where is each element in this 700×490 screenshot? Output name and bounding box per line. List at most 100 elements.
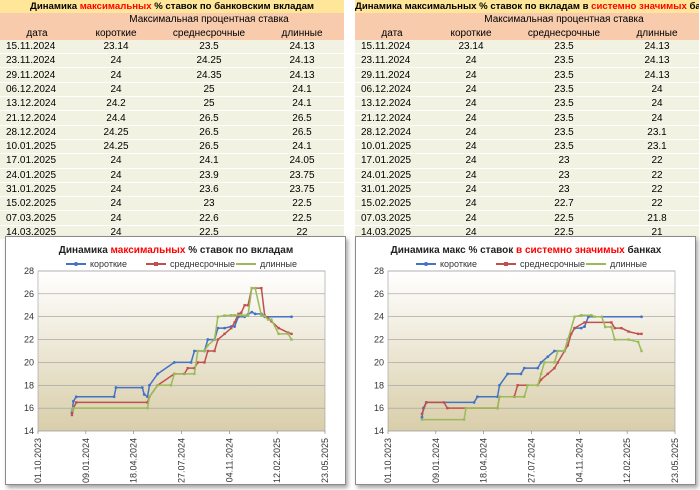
data-point [640,332,643,336]
plot-area [37,270,326,432]
cell-short: 24 [429,67,513,83]
cell-mid: 22.6 [158,210,260,226]
cell-date: 10.01.2025 [0,139,74,155]
data-point [579,326,583,330]
table-row: 29.11.2024 24 24.35 24.13 [0,67,345,83]
cell-long: 26.5 [260,110,345,126]
data-point [263,314,266,318]
cell-short: 24 [429,125,513,140]
y-tick-label: 22 [374,335,384,345]
cell-date: 21.12.2024 [0,110,74,126]
data-point [243,314,246,317]
cell-date: 24.01.2025 [0,168,74,183]
data-point [70,409,74,412]
data-point [464,406,468,410]
data-point [590,314,593,317]
col-header-long: длинные [615,26,700,40]
cell-mid: 24.35 [158,67,260,83]
cell-long: 22.5 [260,210,345,226]
cell-long: 24.13 [260,67,345,83]
cell-mid: 23 [513,153,615,169]
cell-mid: 23.5 [513,82,615,98]
y-tick-label: 20 [374,357,384,367]
data-point [610,321,613,324]
data-point [543,361,546,364]
data-point [536,366,540,370]
cell-date: 15.02.2025 [0,196,74,212]
data-point [539,361,543,364]
cell-mid: 23.6 [158,182,260,198]
y-tick-label: 26 [374,289,384,299]
data-point [286,332,290,336]
x-tick-label: 12.02.2025 [272,438,282,483]
data-point [290,315,293,319]
data-point [420,418,424,421]
data-point [206,349,210,353]
data-point [553,349,556,353]
data-point [442,401,446,404]
data-point [196,361,199,364]
col-header-long: длинные [260,26,345,40]
data-point [546,355,550,359]
cell-date: 17.01.2025 [0,153,74,169]
col-header-date: дата [355,26,429,40]
cell-short: 24 [74,53,158,69]
cell-long: 22 [615,196,700,212]
data-point [610,325,613,329]
cell-mid: 23.5 [513,39,615,55]
data-point [146,401,149,404]
cell-date: 24.01.2025 [355,168,429,183]
cell-short: 24 [429,153,513,169]
data-point [636,340,640,344]
cell-short: 24 [429,196,513,212]
data-point [266,318,270,321]
data-point [213,338,216,341]
data-point [172,361,176,364]
chart-panel-systemic-banks: Динамика макс % ставок в системно значим… [355,236,696,485]
legend-entry: длинные [236,259,297,269]
table-row: 23.11.2024 24 23.5 24.13 [355,53,700,69]
data-point [420,412,424,416]
cell-short: 24 [74,196,158,212]
data-point [536,384,539,387]
cell-short: 24.25 [74,139,158,155]
table-row: 07.03.2025 24 22.6 22.5 [0,210,345,226]
data-point [546,372,549,376]
data-point [230,314,233,317]
table-title: Динамика максимальных % ставок по банков… [0,0,345,14]
data-point [260,286,263,290]
table-subheader: Максимальная процентная ставка [74,13,345,27]
data-point [213,349,216,353]
table-row: 15.02.2025 24 22.7 22 [355,196,700,212]
col-header-date: дата [0,26,74,40]
data-point [573,315,576,318]
y-tick-label: 16 [374,403,384,413]
data-point [553,366,556,370]
y-tick-label: 20 [24,357,34,367]
cell-short: 24 [429,96,513,112]
data-point [146,406,149,410]
data-point [156,384,159,387]
cell-long: 24.1 [260,96,345,112]
cell-short: 24 [429,182,513,198]
data-point [148,395,151,398]
table-title: Динамика максимальных % ставок по вклада… [355,0,700,14]
cell-date: 23.11.2024 [0,53,74,69]
data-point [583,321,586,324]
cell-mid: 23.5 [513,125,615,140]
table-row: 17.01.2025 24 24.1 24.05 [0,153,345,169]
cell-long: 24 [615,110,700,126]
table-row: 31.01.2025 24 23 22 [355,182,700,198]
data-point [566,344,570,347]
table-row: 28.12.2024 24 23.5 23.1 [355,125,700,140]
data-point [240,311,243,314]
data-point [570,332,573,336]
cell-date: 28.12.2024 [0,125,74,140]
cell-mid: 23.5 [513,96,615,112]
cell-short: 24.2 [74,96,158,112]
cell-mid: 23 [513,168,615,183]
cell-date: 07.03.2025 [355,210,429,226]
data-point [70,413,74,417]
data-point [233,325,236,328]
data-point [420,415,424,419]
